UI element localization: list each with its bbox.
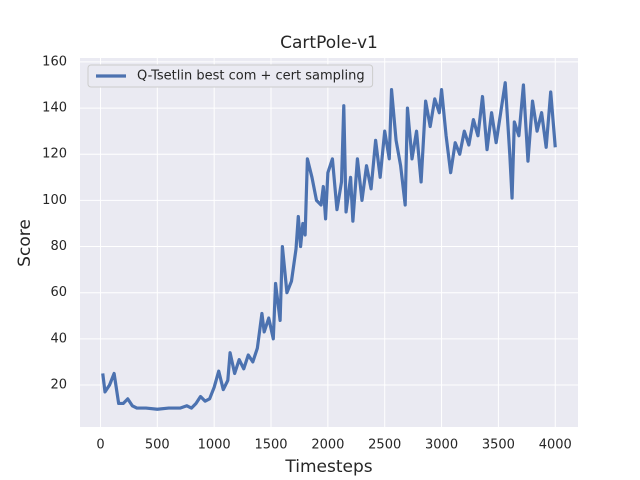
x-tick-label: 500 [145, 438, 170, 453]
x-tick-label: 0 [96, 438, 104, 453]
plot-area [80, 58, 578, 427]
y-tick-label: 80 [50, 239, 67, 254]
y-tick-label: 40 [50, 331, 67, 346]
x-tick-label: 1500 [254, 438, 287, 453]
x-tick-label: 3000 [425, 438, 458, 453]
y-tick-label: 160 [42, 54, 67, 69]
x-tick-label: 2500 [368, 438, 401, 453]
series-line [101, 81, 557, 411]
x-tick-label: 1000 [198, 438, 231, 453]
x-axis-label: Timesteps [284, 457, 372, 477]
x-tick-label: 4000 [539, 438, 572, 453]
x-tick-label: 2000 [311, 438, 344, 453]
legend-label: Q-Tsetlin best com + cert sampling [137, 69, 365, 84]
y-tick-label: 140 [42, 101, 67, 116]
y-tick-label: 120 [42, 147, 67, 162]
y-axis-label: Score [15, 219, 35, 267]
y-tick-label: 100 [42, 193, 67, 208]
y-tick-label: 20 [50, 378, 67, 393]
chart-title: CartPole-v1 [280, 33, 378, 53]
x-tick-label: 3500 [482, 438, 515, 453]
legend-box [87, 64, 374, 88]
y-tick-label: 60 [50, 285, 67, 300]
